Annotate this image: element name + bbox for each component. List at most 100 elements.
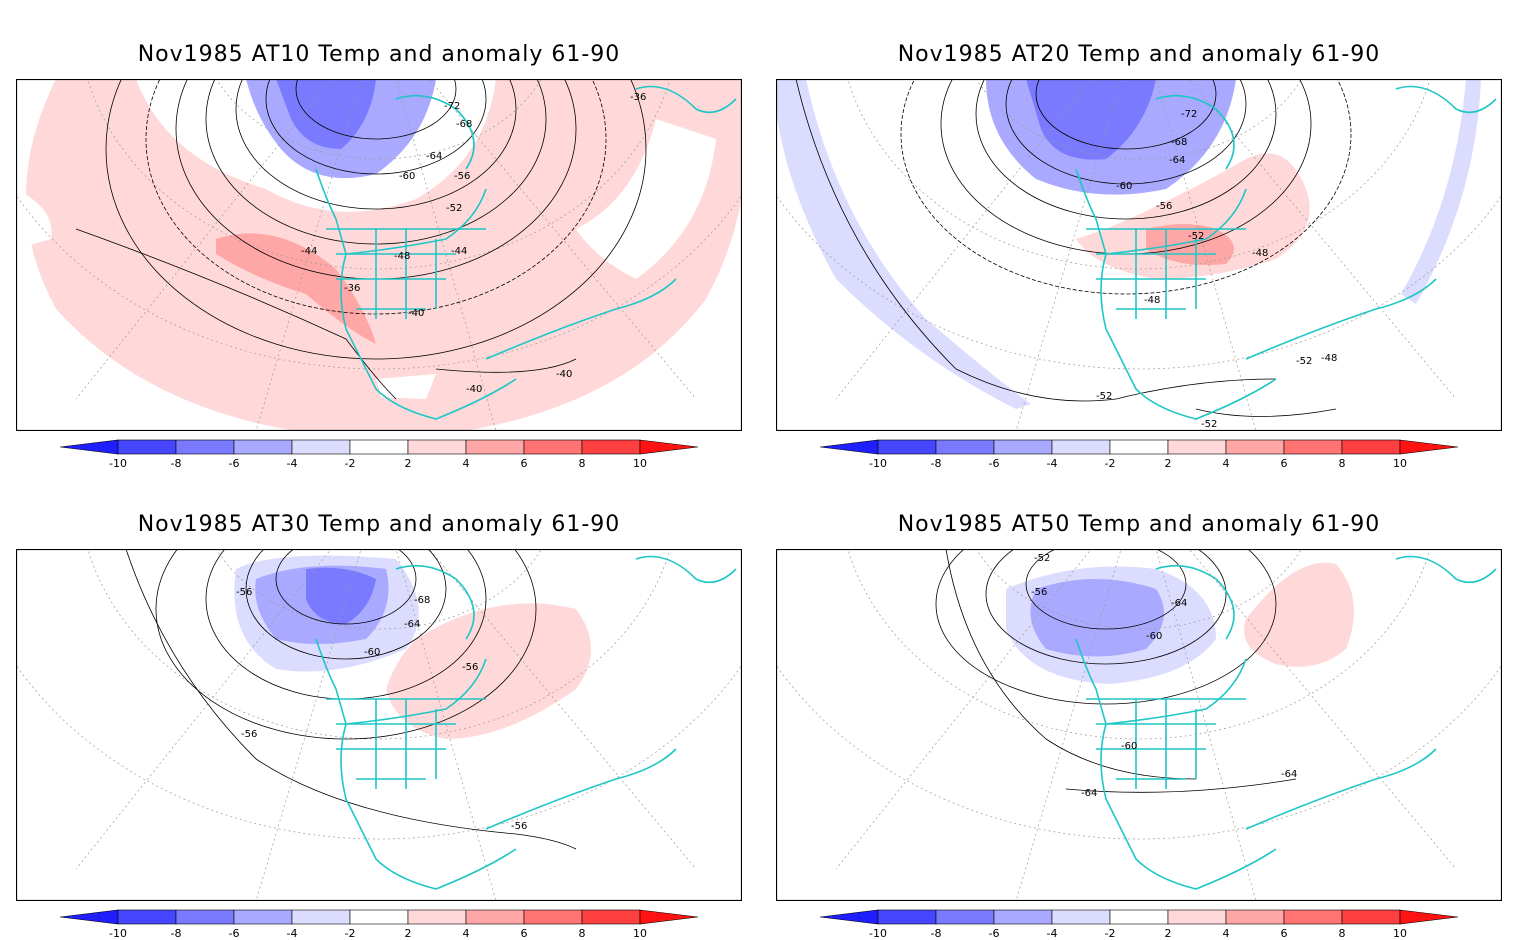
contour-label: -72 bbox=[444, 101, 460, 112]
colorbar-swatch bbox=[1225, 909, 1285, 925]
contour-label: -60 bbox=[1146, 631, 1162, 642]
colorbar-tick-label: -10 bbox=[869, 927, 887, 940]
colorbar-tick-label: 6 bbox=[521, 927, 528, 940]
colorbar-arrow-left bbox=[820, 909, 879, 925]
colorbar-tick-label: 2 bbox=[405, 457, 412, 470]
contour-label: -48 bbox=[394, 251, 410, 262]
colorbar-tick-label: -4 bbox=[287, 927, 298, 940]
contour-label: -56 bbox=[1031, 587, 1047, 598]
colorbar-swatch bbox=[935, 909, 995, 925]
map-panel-at20: Nov1985 AT20 Temp and anomaly 61-90 bbox=[760, 0, 1502, 470]
colorbar: -10 -8 -6 -4 -2 2 4 6 8 10 bbox=[820, 909, 1459, 940]
colorbar-tick-label: 8 bbox=[1339, 927, 1346, 940]
contour-label: -64 bbox=[404, 619, 420, 630]
colorbar-swatch bbox=[935, 439, 995, 455]
colorbar-tick-label: -2 bbox=[345, 927, 356, 940]
colorbar-swatch bbox=[291, 439, 351, 455]
colorbar-swatch bbox=[175, 439, 235, 455]
colorbar-swatch bbox=[1167, 909, 1227, 925]
colorbar-tick-label: 2 bbox=[405, 927, 412, 940]
colorbar-tick-label: -2 bbox=[1105, 457, 1116, 470]
contour-label: -36 bbox=[630, 92, 646, 103]
colorbar-tick-label: -8 bbox=[931, 927, 942, 940]
colorbar-tick-label: -6 bbox=[229, 457, 240, 470]
colorbar-arrow-right bbox=[1399, 439, 1459, 455]
colorbar-swatch bbox=[993, 909, 1053, 925]
contour-label: -36 bbox=[344, 283, 360, 294]
colorbar-arrow-left bbox=[60, 909, 119, 925]
contour-label: -44 bbox=[451, 246, 467, 257]
contour-label: -60 bbox=[399, 171, 415, 182]
colorbar-tick-label: -8 bbox=[171, 927, 182, 940]
colorbar: -10 -8 -6 -4 -2 2 4 6 8 10 bbox=[60, 909, 699, 940]
colorbar-tick-label: 8 bbox=[579, 927, 586, 940]
map-panel-at10: Nov1985 AT10 Temp and anomaly 61-90 bbox=[0, 0, 742, 470]
colorbar-swatch bbox=[1341, 439, 1401, 455]
colorbar-swatch bbox=[877, 439, 937, 455]
contour-label: -52 bbox=[1096, 391, 1112, 402]
colorbar-swatch bbox=[581, 439, 641, 455]
colorbar-tick-label: -4 bbox=[1047, 457, 1058, 470]
colorbar-tick-label: 4 bbox=[1223, 457, 1230, 470]
contour-label: -64 bbox=[1081, 788, 1097, 799]
colorbar-tick-label: 6 bbox=[1281, 927, 1288, 940]
contour-label: -64 bbox=[426, 151, 442, 162]
colorbar-swatch bbox=[523, 909, 583, 925]
contour-label: -40 bbox=[466, 384, 482, 395]
colorbar-swatch bbox=[1051, 909, 1111, 925]
colorbar-tick-label: 2 bbox=[1165, 457, 1172, 470]
colorbar-tick-label: 10 bbox=[633, 927, 647, 940]
colorbar-tick-label: 10 bbox=[633, 457, 647, 470]
contour-label: -44 bbox=[301, 246, 317, 257]
map-panel-at30: Nov1985 AT30 Temp and anomaly 61-90 bbox=[0, 470, 742, 940]
colorbar-swatch bbox=[465, 439, 525, 455]
contour-label: -72 bbox=[1181, 109, 1197, 120]
panel-title: Nov1985 AT50 Temp and anomaly 61-90 bbox=[897, 512, 1381, 537]
colorbar-swatch bbox=[465, 909, 525, 925]
colorbar-swatch bbox=[407, 439, 467, 455]
contour-label: -56 bbox=[511, 821, 527, 832]
anomaly-map: -72 -68 -64 -60 -56 -52 -48 -44 -44 -40 … bbox=[16, 79, 742, 431]
contour-label: -64 bbox=[1281, 769, 1297, 780]
contour-label: -48 bbox=[1144, 295, 1160, 306]
colorbar: -10 -8 -6 -4 -2 2 4 6 8 10 bbox=[820, 439, 1459, 470]
contour-label: -68 bbox=[414, 595, 430, 606]
colorbar-tick-label: -6 bbox=[989, 457, 1000, 470]
colorbar-arrow-right bbox=[639, 909, 699, 925]
colorbar-arrow-right bbox=[1399, 909, 1459, 925]
contour-label: -68 bbox=[1171, 137, 1187, 148]
colorbar-tick-label: 6 bbox=[521, 457, 528, 470]
colorbar-swatch bbox=[233, 909, 293, 925]
contour-label: -52 bbox=[1188, 231, 1204, 242]
contour-label: -48 bbox=[1321, 353, 1337, 364]
colorbar-tick-label: 8 bbox=[579, 457, 586, 470]
colorbar-swatch bbox=[1341, 909, 1401, 925]
contour-label: -56 bbox=[454, 171, 470, 182]
colorbar-tick-label: -8 bbox=[931, 457, 942, 470]
colorbar-swatch bbox=[117, 909, 177, 925]
colorbar-swatch bbox=[1109, 439, 1169, 455]
colorbar: -10 -8 -6 -4 -2 2 4 6 8 10 bbox=[60, 439, 699, 470]
colorbar-swatch bbox=[291, 909, 351, 925]
contour-label: -64 bbox=[1171, 598, 1187, 609]
colorbar-swatch bbox=[117, 439, 177, 455]
colorbar-tick-label: 6 bbox=[1281, 457, 1288, 470]
colorbar-tick-label: -10 bbox=[869, 457, 887, 470]
colorbar-tick-label: 2 bbox=[1165, 927, 1172, 940]
colorbar-tick-label: -8 bbox=[171, 457, 182, 470]
colorbar-tick-label: -10 bbox=[109, 457, 127, 470]
panel-title: Nov1985 AT10 Temp and anomaly 61-90 bbox=[137, 42, 621, 67]
colorbar-tick-label: 10 bbox=[1393, 927, 1407, 940]
contour-label: -60 bbox=[364, 647, 380, 658]
colorbar-arrow-left bbox=[60, 439, 119, 455]
colorbar-tick-label: -4 bbox=[1047, 927, 1058, 940]
colorbar-swatch bbox=[993, 439, 1053, 455]
panel-title: Nov1985 AT20 Temp and anomaly 61-90 bbox=[897, 42, 1381, 67]
colorbar-swatch bbox=[1225, 439, 1285, 455]
contour-label: -56 bbox=[236, 587, 252, 598]
colorbar-swatch bbox=[349, 909, 409, 925]
colorbar-tick-label: 4 bbox=[463, 457, 470, 470]
panel-title: Nov1985 AT30 Temp and anomaly 61-90 bbox=[137, 512, 621, 537]
colorbar-tick-label: -10 bbox=[109, 927, 127, 940]
contour-label: -60 bbox=[1121, 741, 1137, 752]
